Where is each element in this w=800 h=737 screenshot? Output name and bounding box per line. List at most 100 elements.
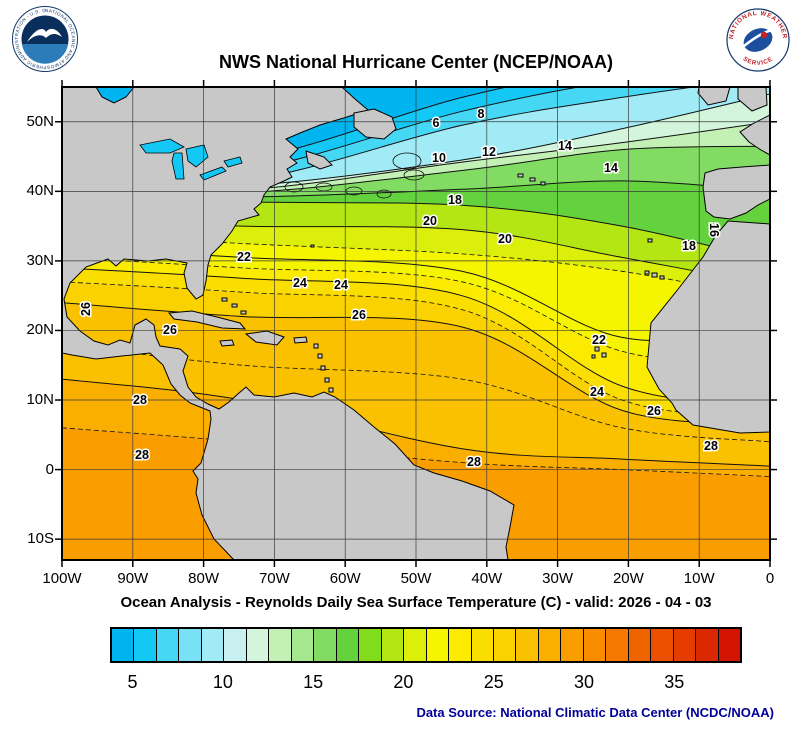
contour-label: 28 [133, 393, 147, 407]
colorbar-tick-label: 20 [393, 672, 414, 692]
colorbar-cell [335, 629, 359, 661]
contour-label: 22 [592, 333, 606, 347]
contour-label: 10 [432, 151, 446, 165]
contour-label: 8 [478, 107, 485, 121]
contour-label: 28 [135, 448, 149, 462]
axis-ticks [55, 80, 777, 567]
colorbar-tick-label: 35 [664, 672, 685, 692]
contour-eddy [284, 181, 304, 193]
latlon-grid [62, 87, 770, 560]
contour-label: 24 [590, 385, 604, 399]
contour-label: 14 [604, 161, 618, 175]
colorbar-cell [695, 629, 718, 661]
lon-tick-label: 30W [542, 570, 574, 587]
contour-label: 26 [647, 404, 661, 418]
sst-contour-24 [62, 267, 770, 408]
colorbar-cell [245, 629, 269, 661]
map-area: 6 8 10 12 14 14 16 18 18 20 20 22 22 24 24 24 26 26 26 26 28… [55, 80, 777, 567]
colorbar-cell [425, 629, 449, 661]
nws-emblem: NATIONAL WEATHER SERVICE [726, 8, 790, 72]
lon-tick-label: 10W [683, 570, 715, 587]
great-lakes [139, 138, 243, 181]
contour-eddy [392, 152, 422, 170]
atlantic-islands [168, 108, 665, 393]
map-canvas: 6 8 10 12 14 14 16 18 18 20 20 22 22 24 24 24 26 26 26 26 28… [55, 80, 777, 567]
land-masses [62, 87, 770, 560]
colorbar-cell [178, 629, 201, 661]
colorbar-tick-label: 30 [573, 672, 595, 692]
contour-label: 20 [423, 214, 437, 228]
lon-tick-label: 20W [612, 570, 644, 587]
nws-logo: NATIONAL WEATHER SERVICE [726, 8, 790, 77]
data-source-credit: Data Source: National Climatic Data Cent… [416, 705, 774, 720]
colorbar-cell [717, 629, 741, 661]
lat-tick-label: 40N [26, 182, 54, 200]
colorbar-cell [582, 629, 606, 661]
lat-tick-label: 30N [26, 251, 54, 269]
colorbar-cell [358, 629, 381, 661]
colorbar-cell [112, 629, 134, 661]
lon-tick-label: 90W [117, 570, 149, 587]
colorbar-cell [403, 629, 426, 661]
nws-globe-icon [743, 28, 773, 52]
colorbar-tick-label: 25 [483, 672, 504, 692]
colorbar-cell [133, 629, 156, 661]
lon-tick-label: 0 [765, 570, 775, 587]
page-title: NWS National Hurricane Center (NCEP/NOAA… [218, 52, 614, 72]
nws-bottom-text: SERVICE [742, 55, 775, 66]
contour-eddy [376, 189, 392, 199]
colorbar [110, 627, 742, 663]
contour-label: 6 [433, 116, 440, 130]
contour-label: 26 [163, 323, 177, 337]
lat-tick-label: 10N [26, 391, 54, 408]
sst-contour-29 [62, 427, 770, 477]
sst-contour-25 [62, 281, 770, 418]
contour-eddy [403, 169, 425, 181]
contour-label: 26 [79, 302, 93, 316]
colorbar-cell [537, 629, 561, 661]
colorbar-cell [627, 629, 651, 661]
contour-label: 14 [558, 139, 572, 153]
lat-tick-label: 20N [26, 321, 54, 339]
colorbar-cell [492, 629, 516, 661]
colorbar-cell [605, 629, 628, 661]
contour-label: 22 [237, 250, 251, 264]
contour-label: 18 [682, 239, 696, 253]
colorbar-cell [290, 629, 314, 661]
contour-label: 24 [334, 278, 348, 292]
noaa-sea [21, 44, 69, 64]
colorbar-cell [200, 629, 224, 661]
colorbar-cell [448, 629, 471, 661]
colorbar-cell [650, 629, 673, 661]
lat-tick-label: 10S [27, 530, 54, 548]
noaa-logo: NATIONAL OCEANIC AND ATMOSPHERIC ADMINIS… [12, 6, 78, 77]
colorbar-cell [560, 629, 583, 661]
colorbar-cell [268, 629, 291, 661]
lat-tick-label: 0 [45, 460, 54, 478]
contour-label: 12 [482, 145, 496, 159]
contour-label: 28 [704, 439, 718, 453]
contour-label: 18 [448, 193, 462, 207]
europe-landmass [697, 87, 770, 220]
contour-label: 20 [498, 232, 512, 246]
colorbar-cell [223, 629, 246, 661]
colorbar-cell [155, 629, 179, 661]
colorbar-cell [470, 629, 493, 661]
colorbar-cell [380, 629, 404, 661]
colorbar-cell [515, 629, 538, 661]
noaa-gull-icon [27, 28, 62, 42]
americas-landmass [62, 87, 515, 560]
colorbar-tick-label: 10 [212, 672, 233, 692]
noaa-emblem: NATIONAL OCEANIC AND ATMOSPHERIC ADMINIS… [12, 6, 78, 72]
lat-tick-label: 50N [26, 112, 54, 130]
colorbar-tick-label: 5 [127, 672, 138, 692]
contour-label: 28 [467, 455, 481, 469]
colorbar-tick-label: 15 [303, 672, 324, 692]
lon-tick-label: 100W [42, 570, 82, 587]
africa-landmass [646, 220, 770, 434]
map-caption: Ocean Analysis - Reynolds Daily Sea Surf… [120, 594, 712, 611]
contour-labels: 6 8 10 12 14 14 16 18 18 20 20 22 22 24 24 24 26 26 26 26 28… [78, 106, 723, 471]
contour-label: 26 [352, 308, 366, 322]
lon-tick-label: 40W [471, 570, 503, 587]
